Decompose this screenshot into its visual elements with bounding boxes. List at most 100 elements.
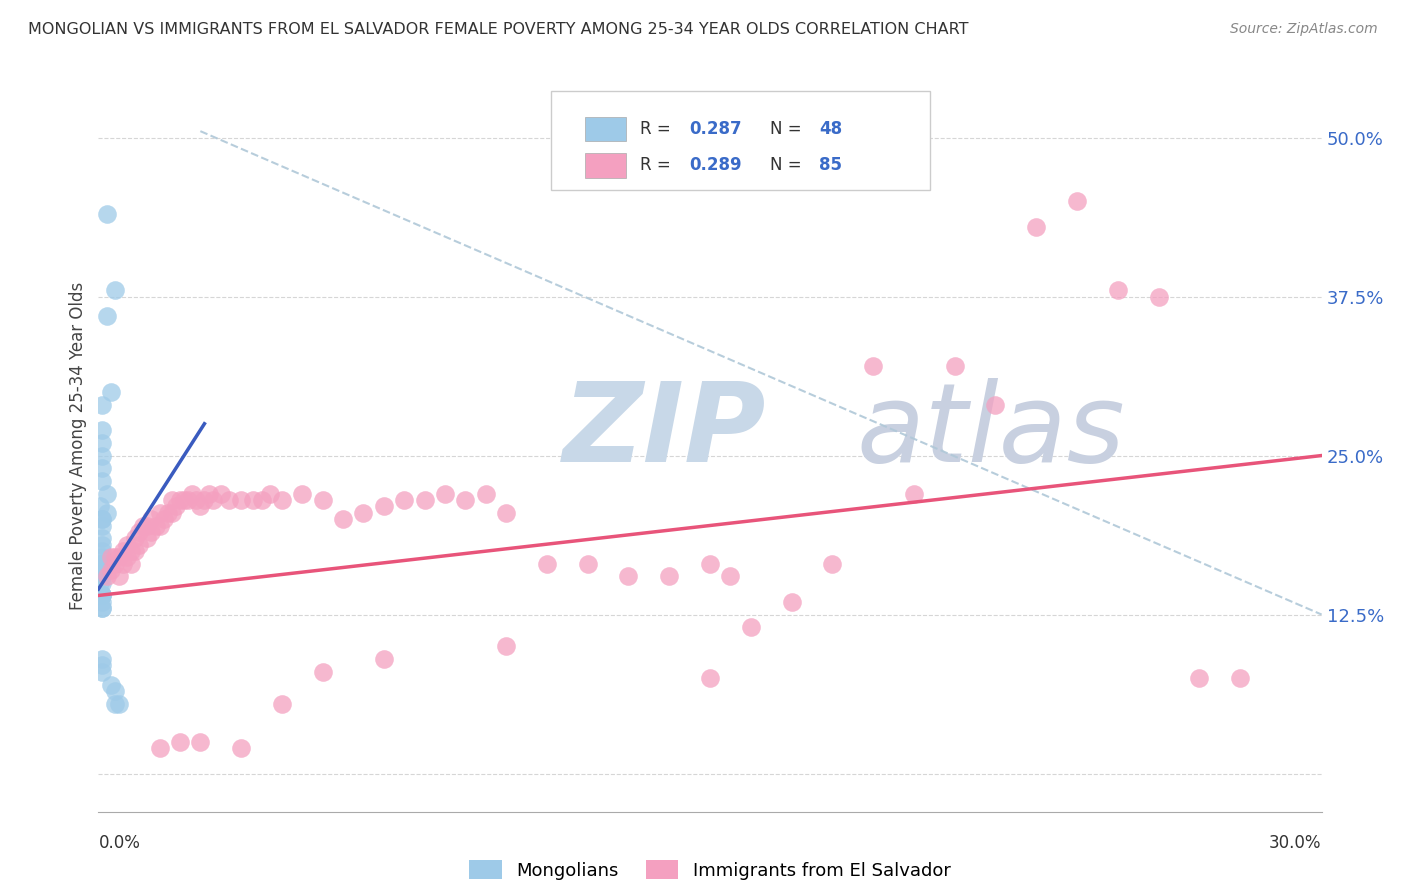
Point xyxy=(270,697,294,711)
Text: 0.0%: 0.0% xyxy=(98,834,141,852)
Point xyxy=(259,486,281,500)
Point xyxy=(91,569,114,583)
Point xyxy=(1147,289,1170,303)
Point xyxy=(128,524,150,539)
Point xyxy=(91,652,114,666)
Point xyxy=(100,563,122,577)
Point xyxy=(352,506,374,520)
Text: R =: R = xyxy=(640,120,676,138)
Point xyxy=(169,493,191,508)
Point xyxy=(193,493,215,508)
Point xyxy=(115,550,138,565)
Point xyxy=(91,538,114,552)
Text: Source: ZipAtlas.com: Source: ZipAtlas.com xyxy=(1230,22,1378,37)
Point xyxy=(231,741,253,756)
Point xyxy=(91,544,114,558)
Point xyxy=(89,569,111,583)
Point xyxy=(91,589,114,603)
Point xyxy=(104,283,127,297)
Point xyxy=(160,493,183,508)
Point xyxy=(943,359,966,374)
Text: 30.0%: 30.0% xyxy=(1270,834,1322,852)
Point xyxy=(201,493,224,508)
Point xyxy=(91,563,114,577)
Point xyxy=(188,735,212,749)
Point xyxy=(186,493,208,508)
Point xyxy=(209,486,232,500)
Point xyxy=(1229,671,1251,685)
FancyBboxPatch shape xyxy=(585,117,626,141)
Text: N =: N = xyxy=(770,156,807,175)
Legend: Mongolians, Immigrants from El Salvador: Mongolians, Immigrants from El Salvador xyxy=(463,853,957,887)
Point xyxy=(165,500,187,514)
Point xyxy=(821,557,844,571)
Point xyxy=(91,589,114,603)
Point xyxy=(91,557,114,571)
Point xyxy=(120,544,142,558)
Point xyxy=(291,486,314,500)
Text: 85: 85 xyxy=(818,156,842,175)
Point xyxy=(91,512,114,526)
Point xyxy=(373,652,395,666)
Point xyxy=(104,697,127,711)
Point xyxy=(104,557,127,571)
Point xyxy=(115,538,138,552)
Point xyxy=(100,550,122,565)
Point xyxy=(536,557,558,571)
Point xyxy=(91,423,114,437)
Point xyxy=(91,474,114,488)
Point xyxy=(160,506,183,520)
Point xyxy=(373,500,395,514)
Point xyxy=(124,531,146,545)
FancyBboxPatch shape xyxy=(585,153,626,178)
Point xyxy=(91,601,114,615)
Point xyxy=(699,671,721,685)
Point xyxy=(718,569,742,583)
Point xyxy=(903,486,925,500)
Point xyxy=(89,575,111,590)
Point xyxy=(270,493,294,508)
Point xyxy=(132,518,155,533)
Point xyxy=(1107,283,1129,297)
Text: 0.289: 0.289 xyxy=(689,156,742,175)
Point xyxy=(91,557,114,571)
Point xyxy=(149,741,172,756)
Point xyxy=(128,538,150,552)
Point xyxy=(91,398,114,412)
Point xyxy=(96,207,118,221)
Point xyxy=(89,500,111,514)
Point xyxy=(96,506,118,520)
Point xyxy=(984,398,1007,412)
Point xyxy=(740,620,762,634)
Point xyxy=(699,557,721,571)
Point xyxy=(124,544,146,558)
Point xyxy=(91,589,114,603)
Text: MONGOLIAN VS IMMIGRANTS FROM EL SALVADOR FEMALE POVERTY AMONG 25-34 YEAR OLDS CO: MONGOLIAN VS IMMIGRANTS FROM EL SALVADOR… xyxy=(28,22,969,37)
Point xyxy=(434,486,457,500)
Point xyxy=(141,524,163,539)
Text: atlas: atlas xyxy=(856,378,1125,485)
Point xyxy=(108,697,131,711)
Point xyxy=(89,557,111,571)
Point xyxy=(91,575,114,590)
Text: 0.287: 0.287 xyxy=(689,120,742,138)
Point xyxy=(120,557,142,571)
Point xyxy=(91,665,114,679)
Point xyxy=(218,493,240,508)
Point xyxy=(96,569,118,583)
Point xyxy=(1066,194,1088,208)
Point xyxy=(495,640,517,654)
Point xyxy=(91,601,114,615)
Point xyxy=(96,309,118,323)
Point xyxy=(197,486,219,500)
Text: R =: R = xyxy=(640,156,676,175)
Point xyxy=(169,735,191,749)
Point xyxy=(495,506,517,520)
Point xyxy=(1025,219,1047,234)
Text: ZIP: ZIP xyxy=(564,378,766,485)
Text: N =: N = xyxy=(770,120,807,138)
Y-axis label: Female Poverty Among 25-34 Year Olds: Female Poverty Among 25-34 Year Olds xyxy=(69,282,87,610)
Point xyxy=(104,550,127,565)
Point xyxy=(91,658,114,673)
Point xyxy=(91,435,114,450)
